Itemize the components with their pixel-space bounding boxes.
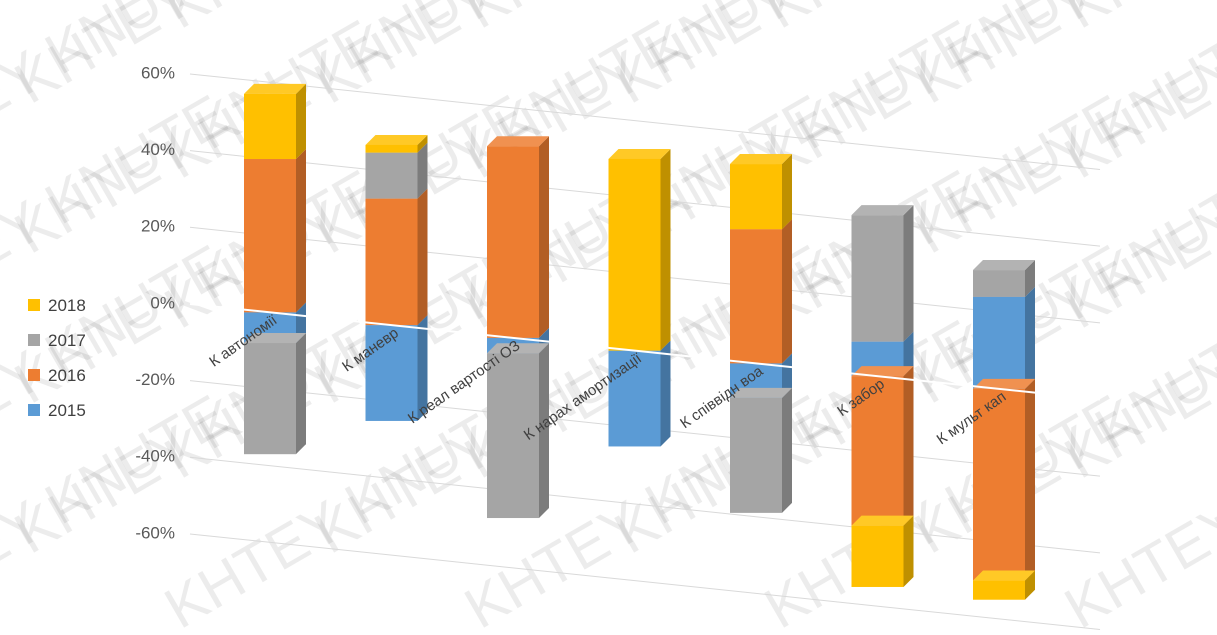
y-tick-label: -40% xyxy=(135,447,175,466)
gridline xyxy=(189,456,1101,554)
bar-segment xyxy=(730,387,792,513)
legend-item: 2017 xyxy=(28,331,86,350)
bar-segment xyxy=(973,260,1035,297)
bar-segment xyxy=(244,83,306,160)
y-tick-label: 60% xyxy=(141,63,175,82)
bar-segment xyxy=(608,148,671,351)
legend-swatch xyxy=(28,404,40,416)
bar-segment xyxy=(365,142,428,199)
bar-segment xyxy=(730,154,792,230)
bar-segment xyxy=(487,136,549,338)
legend-label: 2017 xyxy=(48,331,86,350)
bar-segment xyxy=(730,219,792,364)
legend-swatch xyxy=(28,334,40,346)
bar-segment xyxy=(851,515,914,587)
bar-segment xyxy=(487,343,549,519)
bar-segment xyxy=(973,378,1035,581)
zero-line xyxy=(189,302,1101,401)
bar-segment xyxy=(365,134,428,153)
y-tick-label: -20% xyxy=(135,370,175,389)
zero-baseline xyxy=(189,302,1101,401)
gridline xyxy=(189,73,1101,170)
bar-segment xyxy=(973,570,1035,600)
bar-segment xyxy=(851,366,914,526)
legend-label: 2018 xyxy=(48,296,86,315)
legend-label: 2016 xyxy=(48,366,86,385)
y-tick-label: 20% xyxy=(141,217,175,236)
legend-item: 2015 xyxy=(28,401,86,420)
y-tick-label: 40% xyxy=(141,140,175,159)
legend-label: 2015 xyxy=(48,401,86,420)
bar-segment xyxy=(244,333,306,455)
legend-swatch xyxy=(28,299,40,311)
bar-segment xyxy=(365,188,428,326)
bar-segment xyxy=(851,205,914,342)
legend-item: 2018 xyxy=(28,296,86,315)
legend-swatch xyxy=(28,369,40,381)
legend-item: 2016 xyxy=(28,366,86,385)
gridline xyxy=(189,533,1101,630)
y-tick-label: -60% xyxy=(135,523,175,542)
bar-segment xyxy=(244,149,306,313)
legend: 2018 2017 2016 2015 xyxy=(28,296,86,420)
bar-segment xyxy=(973,286,1035,389)
bars xyxy=(244,83,1035,600)
y-axis-ticks: 60% 40% 20% 0% -20% -40% -60% xyxy=(135,63,175,542)
y-tick-label: 0% xyxy=(150,293,175,312)
